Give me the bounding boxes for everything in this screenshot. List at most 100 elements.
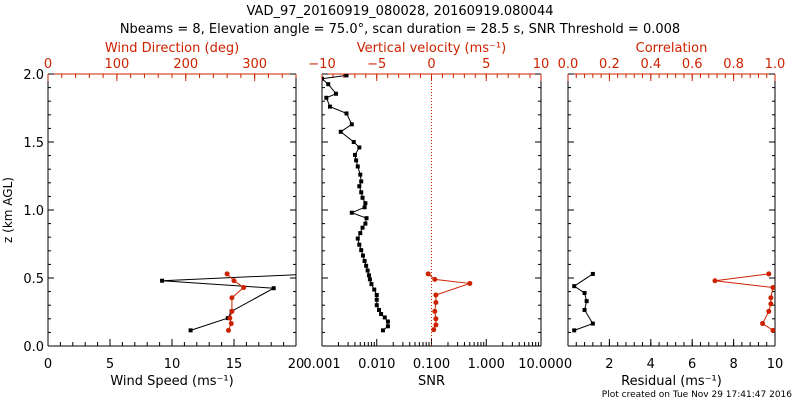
panel-wind: 0.0 0.5 1.0 1.5 2.0 z (km AGL) 0 5 10 15 20 Wind Sp… [1,41,304,389]
data-point [582,290,587,295]
y-axis-label: z (km AGL) [1,177,15,243]
x-top-tick-label: 0.8 [723,57,744,72]
x-top-tick-label: 0.6 [682,57,703,72]
series-top [712,271,775,333]
data-point [227,315,233,321]
series-top [425,271,473,333]
x-bottom-tick-label: 5 [106,357,114,372]
x-bottom-axis-label: Residual (ms⁻¹) [621,374,722,389]
x-bottom-tick-label: 0 [44,357,52,372]
data-point [770,327,775,333]
data-point [385,324,390,329]
data-point [357,242,362,247]
data-point [712,278,718,284]
data-point [766,308,772,314]
data-point [385,319,390,324]
y-tick-label: 0.0 [23,340,44,355]
x-top-tick-label: −10 [308,57,335,72]
data-point [760,321,766,327]
data-point [379,312,384,317]
data-point [351,140,356,144]
data-point [229,308,235,314]
data-point [344,74,349,78]
data-point [367,277,372,282]
data-point [433,316,439,322]
data-point [374,297,379,302]
series-bottom [322,74,390,333]
data-point [338,129,343,134]
data-point [364,263,369,268]
data-point [357,145,362,150]
data-point [359,179,364,184]
x-top-tick-label: −5 [367,57,386,72]
data-point [354,158,359,163]
title-line-2: Nbeams = 8, Elevation angle = 75.0°, sca… [120,22,680,37]
data-point [359,190,364,195]
x-bottom-tick-label: 10.000 [518,357,564,372]
x-bottom-axis-label: Wind Speed (ms⁻¹) [110,374,233,389]
data-point [362,205,367,210]
data-point [366,273,371,278]
panel-snr: 0.001 0.010 0.100 1.000 10.000 SNR −10 −5 0 5 10 Ve… [303,41,563,389]
x-bottom-tick-label: 1.000 [468,357,505,372]
series-line [573,273,594,331]
data-point [326,82,331,87]
data-point [357,184,362,189]
data-point [425,271,431,277]
data-point [380,328,385,333]
data-point [296,273,300,277]
x-bottom-tick-label: 0.010 [358,357,395,372]
x-bottom-tick-label: 0.001 [303,357,340,372]
x-top-tick-label: 0.2 [599,57,620,72]
x-bottom-tick-label: 15 [226,357,243,372]
y-tick-label: 1.0 [23,204,44,219]
y-tick-label: 2.0 [23,68,44,83]
x-bottom-tick-label: 0 [564,357,572,372]
x-top-tick-label: 100 [104,57,129,72]
data-point [584,299,589,304]
data-point [382,315,387,320]
data-point [160,278,165,283]
data-point [188,328,193,333]
x-bottom-tick-label: 0.100 [413,357,450,372]
data-point [224,271,230,277]
data-point [363,221,368,226]
panel-correlation: 0 2 4 6 8 10 Residual (ms⁻¹) 0.0 0.2 0.4 0.6 0.8 1.0… [558,41,786,389]
data-point [360,195,365,200]
data-point [770,285,775,291]
data-point [352,152,357,157]
data-point [358,172,363,177]
y-tick-label: 1.5 [23,136,44,151]
data-point [374,303,379,308]
x-top-tick-label: 1.0 [765,57,786,72]
data-point [377,307,382,312]
data-point [228,321,234,327]
data-point [572,328,577,333]
data-point [369,282,374,287]
x-top-tick-label: 5 [482,57,490,72]
data-point [363,201,368,206]
data-point [358,231,363,236]
data-point [433,322,439,328]
data-point [768,295,774,301]
title-line-1: VAD_97_20160919_080028, 20160919.080044 [247,4,554,19]
x-bottom-tick-label: 6 [688,357,696,372]
data-point [344,111,349,116]
data-point [768,301,774,307]
data-point [229,295,235,301]
x-bottom-tick-label: 8 [729,357,737,372]
data-point [582,307,587,312]
x-top-tick-label: 0.4 [640,57,661,72]
x-bottom-tick-label: 4 [647,357,655,372]
data-point [360,253,365,258]
data-point [766,271,772,277]
data-point [241,285,247,291]
x-top-tick-label: 0.0 [558,57,579,72]
footer-timestamp: Plot created on Tue Nov 29 17:41:47 2016 [602,390,792,400]
data-point [271,286,276,291]
data-point [590,321,595,326]
data-point [374,293,379,297]
x-bottom-tick-label: 10 [164,357,181,372]
